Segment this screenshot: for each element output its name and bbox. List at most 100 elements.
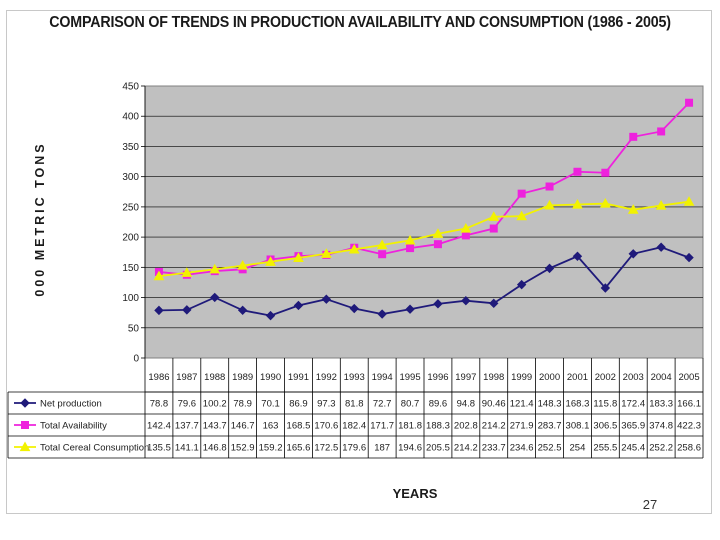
data-point [627,204,639,214]
table-value: 172.5 [314,443,338,454]
series-line-total-cereal-consumption [158,200,690,277]
table-value: 170.6 [314,421,338,432]
x-tick-label: 1987 [176,372,197,383]
legend-label: Net production [40,399,102,410]
table-value: 86.9 [289,399,308,410]
x-tick-label: 1992 [316,372,337,383]
table-value: 100.2 [203,399,227,410]
data-point [209,263,221,274]
data-point [461,231,470,240]
x-tick-label: 1993 [344,372,365,383]
y-tick-label: 100 [122,293,139,304]
plot-area [144,85,704,359]
y-tick-label: 400 [122,112,139,123]
table-value: 234.6 [510,443,534,454]
y-tick-label: 450 [122,82,139,93]
table-value: 90.46 [482,399,506,410]
table-value: 163 [263,421,279,432]
data-point [656,242,666,252]
data-point [293,252,304,263]
data-point [378,250,387,259]
table-value: 254 [570,443,586,454]
data-point [573,167,582,176]
table-value: 137.7 [175,421,199,432]
legend-label: Total Availability [40,421,107,432]
table-value: 214.2 [454,443,478,454]
table-value: 70.1 [261,399,280,410]
data-point [544,199,555,210]
data-point [517,189,526,198]
legend-marker [20,398,30,408]
data-point [516,210,527,221]
x-tick-label: 1994 [372,372,393,383]
table-value: 142.4 [147,421,171,432]
x-tick-label: 1995 [399,372,420,383]
table-value: 146.7 [231,421,255,432]
table-value: 97.3 [317,399,336,410]
data-point [154,305,164,316]
table-value: 81.8 [345,399,364,410]
data-point [321,248,332,258]
data-point [516,279,527,290]
table-value: 72.7 [373,399,392,410]
table-value: 205.5 [426,443,450,454]
legend-marker [19,441,31,452]
data-point [489,298,499,309]
y-tick-label: 0 [133,354,139,365]
data-point [572,198,583,209]
x-tick-label: 1989 [232,372,253,383]
table-value: 78.8 [150,399,169,410]
table-value: 146.8 [203,443,227,454]
data-point [600,283,611,293]
x-tick-label: 2004 [651,372,672,383]
chart-title: COMPARISON OF TRENDS IN PRODUCTION AVAIL… [49,14,671,31]
table-value: 202.8 [454,421,478,432]
table-value: 188.3 [426,421,450,432]
table-value: 115.8 [593,399,617,410]
data-point [544,263,555,274]
data-point [181,267,193,277]
data-point [685,98,694,107]
page-number: 27 [642,497,658,512]
table-value: 308.1 [566,421,590,432]
data-point [377,309,387,319]
data-point [488,211,500,221]
table-value: 252.2 [649,443,673,454]
table-value: 152.9 [231,443,255,454]
table-value: 135.5 [147,443,171,454]
x-tick-label: 1999 [511,372,532,383]
table-value: 148.3 [538,399,562,410]
data-point [683,196,695,206]
table-value: 94.8 [457,399,476,410]
data-point [684,252,694,263]
table-value: 214.2 [482,421,506,432]
x-tick-label: 2002 [595,372,616,383]
x-tick-label: 1986 [148,372,169,383]
table-value: 233.7 [482,443,506,454]
table-value: 141.1 [175,443,199,454]
table-value: 252.5 [538,443,562,454]
table-value: 245.4 [621,443,645,454]
y-tick-label: 300 [122,172,139,183]
x-tick-label: 2000 [539,372,560,383]
y-tick-label: 200 [122,233,139,244]
legend-label: Total Cereal Consumption [40,443,149,454]
table-value: 182.4 [342,421,366,432]
x-tick-label: 2001 [567,372,588,383]
data-point [433,299,443,309]
table-value: 80.7 [401,399,420,410]
table-value: 165.6 [287,443,311,454]
data-point [545,182,554,191]
data-point [182,305,192,315]
data-point [348,243,360,254]
table-value: 365.9 [621,421,645,432]
table-value: 172.4 [621,399,645,410]
data-point [489,224,498,233]
data-point [237,305,248,316]
data-point [432,228,444,238]
table-value: 121.4 [510,399,534,410]
data-point [406,244,415,253]
data-point [293,300,304,311]
x-tick-label: 1997 [455,372,476,383]
